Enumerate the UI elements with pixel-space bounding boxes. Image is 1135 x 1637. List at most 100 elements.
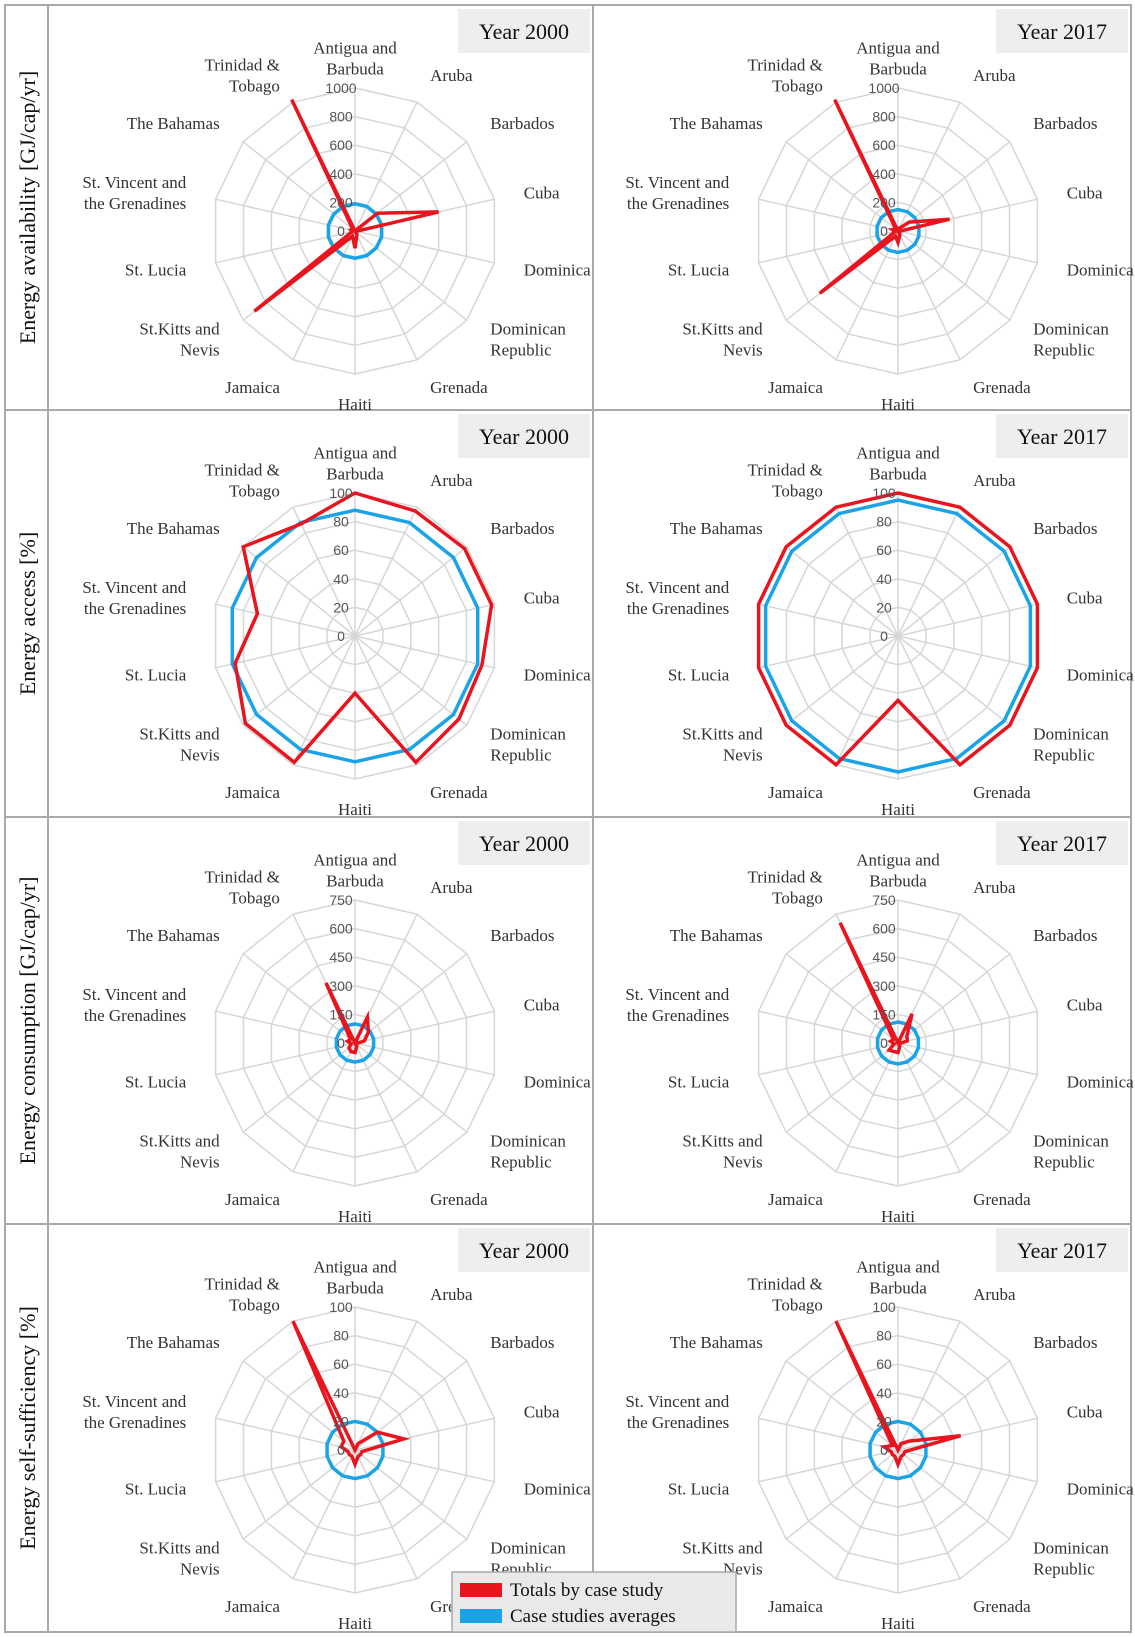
category-label: Trinidad & Tobago [204, 461, 279, 501]
tick-label: 1000 [868, 80, 899, 96]
category-label: Cuba [524, 589, 560, 608]
category-label-line: Trinidad & [204, 56, 279, 75]
category-label-line: The Bahamas [127, 1333, 220, 1352]
category-label-line: Trinidad & [747, 461, 822, 480]
legend-swatch-totals [460, 1583, 502, 1597]
category-label-line: Jamaica [768, 1190, 823, 1209]
category-label: Haiti [881, 1207, 915, 1226]
category-label: Aruba [973, 66, 1016, 85]
category-label: St.Kitts and Nevis [682, 1131, 763, 1171]
category-label: Dominica [1067, 666, 1134, 685]
panel-title: Year 2017 [1017, 424, 1107, 449]
category-label: St. Vincent and the Grenadines [82, 173, 186, 213]
category-label-line: Cuba [1067, 1403, 1103, 1422]
category-label-line: Antigua and [313, 851, 397, 870]
category-label: Barbados [1033, 1333, 1097, 1352]
tick-label: 0 [337, 223, 345, 239]
category-label-line: Dominican [1033, 724, 1109, 743]
figure-frame: Energy availability [GJ/cap/yr] Energy ac… [4, 4, 1132, 1633]
category-label-line: St.Kitts and [139, 1538, 220, 1557]
category-label: St.Kitts and Nevis [682, 1538, 763, 1578]
category-label-line: Antigua and [313, 1258, 397, 1277]
grid-spoke [354, 1449, 468, 1540]
panel-title-box [996, 1228, 1128, 1272]
series-line-averages [325, 1419, 385, 1481]
category-label-line: St. Lucia [125, 261, 187, 280]
grid-spoke [242, 546, 356, 637]
tick-label: 40 [876, 1385, 892, 1401]
category-label-line: Dominican [490, 724, 566, 743]
category-label-line: Aruba [430, 878, 473, 897]
panel-title: Year 2000 [479, 424, 569, 449]
category-label-line: Jamaica [768, 378, 823, 397]
category-label: Grenada [973, 378, 1031, 397]
series-line-averages [875, 1020, 921, 1066]
figure-border [4, 4, 1132, 1633]
category-label: Antigua and Barbuda [856, 444, 940, 484]
radar-panel: 0 20 40 60 80 100 Antigua and Barbuda Aruba Barba… [625, 414, 1134, 819]
tick-label: 600 [872, 137, 896, 153]
category-label-line: Barbados [490, 1333, 554, 1352]
legend: Totals by case study Case studies average… [451, 1571, 737, 1633]
category-label-line: Dominican [490, 1131, 566, 1150]
grid-spoke [354, 603, 495, 637]
category-label-line: Aruba [430, 66, 473, 85]
category-label: Dominican Republic [1033, 1538, 1109, 1578]
category-label: St. Vincent and the Grenadines [625, 985, 729, 1025]
category-label-line: The Bahamas [670, 926, 763, 945]
series-line-totals [233, 491, 494, 765]
category-label-line: the Grenadines [627, 1413, 729, 1432]
grid-spoke [215, 1042, 356, 1076]
category-label-line: Haiti [338, 1207, 372, 1226]
grid-spoke [758, 198, 899, 232]
grid-spoke [242, 1360, 356, 1451]
panel-title-box [996, 821, 1128, 865]
category-label-line: the Grenadines [84, 1006, 186, 1025]
category-label-line: Trinidad & [204, 868, 279, 887]
grid-spoke [215, 1010, 356, 1044]
grid-spoke [758, 230, 899, 264]
category-label-line: St. Vincent and [82, 173, 186, 192]
series-line-totals [324, 982, 371, 1055]
category-label-line: Dominican [1033, 319, 1109, 338]
grid-spoke [835, 1449, 899, 1580]
category-label: Antigua and Barbuda [856, 39, 940, 79]
category-label-line: Grenada [430, 378, 488, 397]
category-label-line: St.Kitts and [139, 1131, 220, 1150]
category-label-line: Tobago [772, 889, 823, 908]
grid-spoke [897, 635, 1011, 726]
grid-spoke [835, 230, 899, 361]
category-label: Antigua and Barbuda [313, 39, 397, 79]
category-label: Dominican Republic [490, 1131, 566, 1171]
tick-label: 750 [329, 892, 353, 908]
category-label: The Bahamas [670, 926, 763, 945]
category-label: St. Lucia [125, 1073, 187, 1092]
tick-label: 0 [337, 1442, 345, 1458]
tick-label: 40 [333, 1385, 349, 1401]
category-label-line: Haiti [881, 1207, 915, 1226]
tick-label: 0 [880, 223, 888, 239]
category-label-line: Trinidad & [747, 868, 822, 887]
category-label: Cuba [1067, 184, 1103, 203]
category-label: Cuba [1067, 996, 1103, 1015]
category-label-line: Republic [490, 745, 552, 764]
category-label-line: St.Kitts and [682, 1131, 763, 1150]
category-label: Jamaica [768, 783, 823, 802]
category-label-line: Cuba [1067, 589, 1103, 608]
category-label: Haiti [881, 800, 915, 819]
category-label-line: Barbuda [869, 872, 927, 891]
grid-spoke [758, 1010, 899, 1044]
category-label-line: the Grenadines [627, 599, 729, 618]
category-label-line: Dominican [1033, 1538, 1109, 1557]
category-label: St.Kitts and Nevis [682, 724, 763, 764]
category-label-line: Republic [1033, 1152, 1095, 1171]
category-label-line: Nevis [723, 340, 763, 359]
category-label: Jamaica [225, 783, 280, 802]
tick-label: 40 [333, 571, 349, 587]
grid-spoke [354, 1449, 418, 1580]
category-label: Dominican Republic [490, 724, 566, 764]
category-label: Grenada [973, 1190, 1031, 1209]
category-label: Aruba [973, 1285, 1016, 1304]
radar-panel: 0 200 400 600 800 1000 Antigua and Barbuda Aruba… [625, 9, 1134, 414]
tick-label: 0 [337, 1035, 345, 1051]
